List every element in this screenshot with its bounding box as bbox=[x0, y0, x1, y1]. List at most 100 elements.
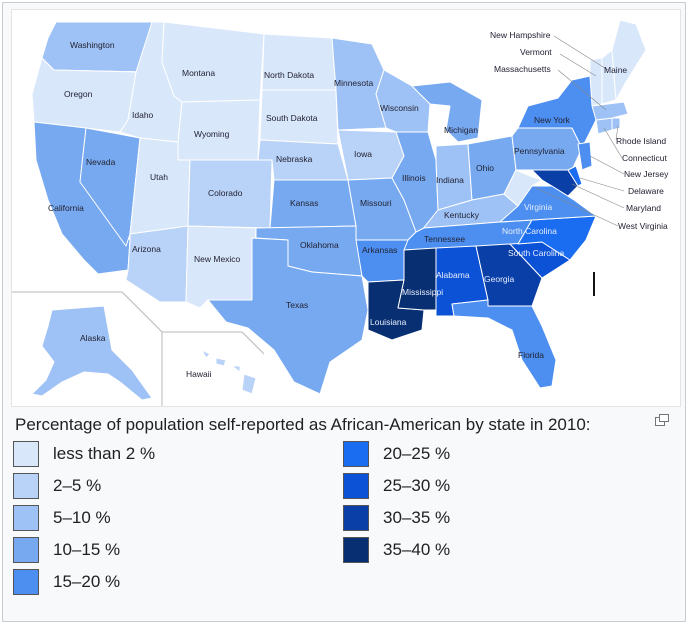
legend-item: 5–10 % bbox=[13, 505, 111, 531]
label-rhode-island: Rhode Island bbox=[616, 136, 666, 146]
state-nevada bbox=[79, 127, 141, 247]
label-south-carolina: South Carolina bbox=[508, 248, 565, 258]
label-connecticut: Connecticut bbox=[622, 153, 668, 163]
label-hawaii: Hawaii bbox=[186, 369, 212, 379]
label-indiana: Indiana bbox=[436, 175, 464, 185]
label-kansas: Kansas bbox=[290, 198, 318, 208]
state-rhode-island bbox=[611, 117, 621, 131]
label-tennessee: Tennessee bbox=[424, 234, 465, 244]
label-alaska: Alaska bbox=[80, 333, 106, 343]
label-arizona: Arizona bbox=[132, 244, 161, 254]
map-caption: Percentage of population self-reported a… bbox=[15, 415, 591, 434]
state-mississippi bbox=[397, 247, 437, 311]
state-montana bbox=[161, 21, 265, 103]
label-arkansas: Arkansas bbox=[362, 245, 397, 255]
legend-item: 15–20 % bbox=[13, 569, 120, 595]
legend-swatch bbox=[13, 569, 39, 595]
label-south-dakota: South Dakota bbox=[266, 113, 318, 123]
label-maine: Maine bbox=[604, 65, 627, 75]
state-hawaii bbox=[200, 348, 257, 395]
label-north-carolina: North Carolina bbox=[502, 226, 557, 236]
legend-swatch bbox=[13, 441, 39, 467]
label-nevada: Nevada bbox=[86, 157, 116, 167]
legend-item: less than 2 % bbox=[13, 441, 155, 467]
leader-lines bbox=[535, 35, 625, 227]
label-new-york: New York bbox=[534, 115, 571, 125]
label-idaho: Idaho bbox=[132, 110, 154, 120]
legend-label: 15–20 % bbox=[53, 572, 121, 591]
legend-item: 25–30 % bbox=[343, 473, 450, 499]
label-florida: Florida bbox=[518, 350, 544, 360]
label-texas: Texas bbox=[286, 300, 308, 310]
label-pennsylvania: Pennsylvania bbox=[514, 146, 565, 156]
legend-label: 30–35 % bbox=[383, 508, 451, 527]
enlarge-icon[interactable] bbox=[655, 414, 669, 426]
label-maryland: Maryland bbox=[626, 203, 661, 213]
label-georgia: Georgia bbox=[484, 274, 515, 284]
label-vermont: Vermont bbox=[520, 47, 552, 57]
legend-item: 2–5 % bbox=[13, 473, 101, 499]
label-mississippi: Mississippi bbox=[402, 287, 443, 297]
legend-label: 5–10 % bbox=[53, 508, 111, 527]
legend-swatch bbox=[343, 473, 369, 499]
legend-swatch bbox=[13, 473, 39, 499]
label-new-hampshire: New Hampshire bbox=[490, 30, 551, 40]
legend-label: 2–5 % bbox=[53, 476, 102, 495]
label-new-jersey: New Jersey bbox=[624, 169, 669, 179]
legend-swatch bbox=[13, 505, 39, 531]
label-wyoming: Wyoming bbox=[194, 129, 230, 139]
state-new-mexico bbox=[185, 225, 257, 309]
state-texas bbox=[207, 237, 369, 395]
state-michigan bbox=[411, 81, 483, 143]
us-map: Washington Oregon California Idaho Nevad… bbox=[11, 9, 681, 407]
legend-label: 25–30 % bbox=[383, 476, 451, 495]
label-delaware: Delaware bbox=[628, 186, 664, 196]
label-wisconsin: Wisconsin bbox=[380, 103, 419, 113]
legend-item: 20–25 % bbox=[343, 441, 450, 467]
state-arizona bbox=[125, 225, 189, 303]
state-vermont bbox=[589, 57, 603, 107]
label-minnesota: Minnesota bbox=[334, 78, 373, 88]
legend-label: 35–40 % bbox=[383, 540, 451, 559]
label-north-dakota: North Dakota bbox=[264, 70, 314, 80]
state-massachusetts bbox=[591, 101, 629, 121]
label-illinois: Illinois bbox=[402, 173, 426, 183]
label-alabama: Alabama bbox=[436, 270, 470, 280]
state-delaware bbox=[567, 165, 583, 187]
label-kentucky: Kentucky bbox=[444, 210, 480, 220]
label-louisiana: Louisiana bbox=[370, 317, 407, 327]
legend-item: 10–15 % bbox=[13, 537, 120, 563]
label-west-virginia: West Virginia bbox=[618, 221, 668, 231]
label-utah: Utah bbox=[150, 172, 168, 182]
label-massachusetts: Massachusetts bbox=[494, 64, 551, 74]
label-nebraska: Nebraska bbox=[276, 154, 313, 164]
state-alaska bbox=[30, 305, 153, 401]
label-iowa: Iowa bbox=[354, 149, 372, 159]
state-new-jersey bbox=[577, 141, 593, 171]
label-oregon: Oregon bbox=[64, 89, 93, 99]
legend-label: 10–15 % bbox=[53, 540, 121, 559]
us-map-svg: Washington Oregon California Idaho Nevad… bbox=[12, 19, 669, 406]
label-montana: Montana bbox=[182, 68, 215, 78]
label-virginia: Virginia bbox=[524, 202, 552, 212]
legend-label: less than 2 % bbox=[53, 444, 156, 463]
legend-swatch bbox=[343, 505, 369, 531]
legend-swatch bbox=[343, 537, 369, 563]
legend-swatch bbox=[13, 537, 39, 563]
state-connecticut bbox=[595, 117, 613, 135]
label-ohio: Ohio bbox=[476, 163, 494, 173]
state-wisconsin bbox=[375, 69, 431, 133]
label-colorado: Colorado bbox=[208, 188, 243, 198]
state-florida bbox=[451, 299, 557, 389]
state-maine bbox=[611, 19, 647, 101]
label-michigan: Michigan bbox=[444, 125, 478, 135]
label-new-mexico: New Mexico bbox=[194, 254, 241, 264]
label-california: California bbox=[48, 203, 84, 213]
legend-label: 20–25 % bbox=[383, 444, 451, 463]
legend-item: 35–40 % bbox=[343, 537, 450, 563]
state-north-dakota bbox=[261, 33, 337, 91]
inset-border bbox=[12, 291, 265, 406]
label-oklahoma: Oklahoma bbox=[300, 240, 339, 250]
label-washington: Washington bbox=[70, 40, 115, 50]
